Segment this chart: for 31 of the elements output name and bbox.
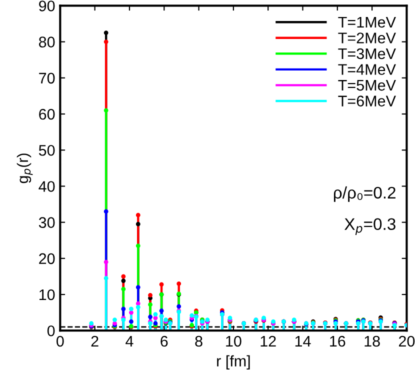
legend-label: T=2MeV: [338, 32, 396, 44]
x-tick-label: 4: [126, 336, 134, 347]
annotation: ρ/ρ₀=0.2: [334, 186, 396, 202]
x-tick-label: 18: [364, 336, 380, 347]
y-tick-label: 50: [38, 144, 55, 156]
x-axis-title: r [fm]: [217, 355, 250, 370]
x-tick-label: 16: [330, 336, 346, 347]
x-tick-label: 8: [195, 336, 202, 347]
x-tick-label: 20: [398, 336, 415, 347]
y-tick-label: 40: [38, 181, 55, 192]
y-tick-label: 70: [39, 72, 55, 84]
x-tick-label: 0: [56, 336, 64, 347]
y-tick-label: 30: [38, 217, 55, 228]
x-tick-label: 2: [91, 336, 98, 347]
annotation: X$_{p}$=0.3: [344, 218, 396, 236]
y-tick-label: 60: [39, 108, 55, 120]
legend-label: T=6MeV: [338, 96, 396, 106]
x-tick-label: 10: [226, 336, 242, 347]
y-tick-label: 10: [39, 289, 55, 300]
legend-label: T=4MeV: [338, 64, 396, 75]
x-tick-label: 14: [295, 336, 311, 347]
y-tick-label: 90: [39, 0, 55, 12]
legend-label: T=5MeV: [338, 80, 396, 91]
x-tick-label: 12: [260, 336, 276, 347]
y-tick-label: 80: [38, 36, 55, 48]
legend-label: T=1MeV: [338, 16, 396, 28]
y-tick-label: 20: [39, 253, 55, 264]
y-tick-label: 0: [47, 325, 55, 336]
y-axis-title: g$_{p}$(r): [16, 154, 33, 184]
legend-label: T=3MeV: [338, 48, 396, 60]
x-tick-label: 6: [160, 336, 168, 347]
